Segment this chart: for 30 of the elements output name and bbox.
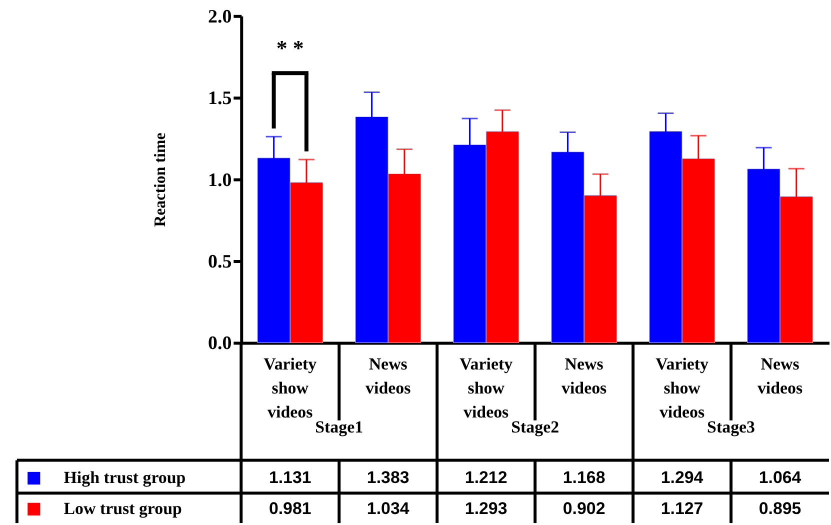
legend-label: Low trust group [64,499,182,518]
y-tick-label: 1.0 [208,170,232,191]
data-label: 0.902 [562,499,606,518]
data-label: 1.168 [562,468,606,488]
data-label: 1.127 [660,499,704,518]
data-label: 1.294 [660,468,704,488]
data-label: 1.034 [366,499,410,518]
annotation: * * [276,36,304,61]
data-label: 1.131 [268,468,312,488]
x-tick-label: Variety show videos [460,354,514,422]
data-label: 1.383 [366,468,410,488]
data-label: 0.895 [758,499,802,518]
x-tick-label: News videos [757,354,803,398]
y-tick-label: 0.0 [208,333,232,354]
x-tick-label: Variety show videos [656,354,710,422]
y-tick-label: 1.5 [208,88,232,110]
data-label: 1.064 [758,468,802,488]
y-tick-label: 2.0 [208,6,232,28]
data-label: 0.981 [268,499,312,518]
data-label: 1.293 [464,499,508,518]
text: Stage3 [707,417,756,436]
x-tick-label: News videos [561,354,608,398]
y-tick-label: 0.5 [208,251,232,272]
text: Stage1 [315,417,364,436]
x-tick-label: News videos [366,354,412,398]
y-axis-title: Reaction time [152,132,170,227]
text: Stage2 [511,417,560,436]
data-label: 1.212 [464,468,508,488]
legend-label: High trust group [64,468,186,488]
x-tick-label: Variety show videos [264,354,318,422]
